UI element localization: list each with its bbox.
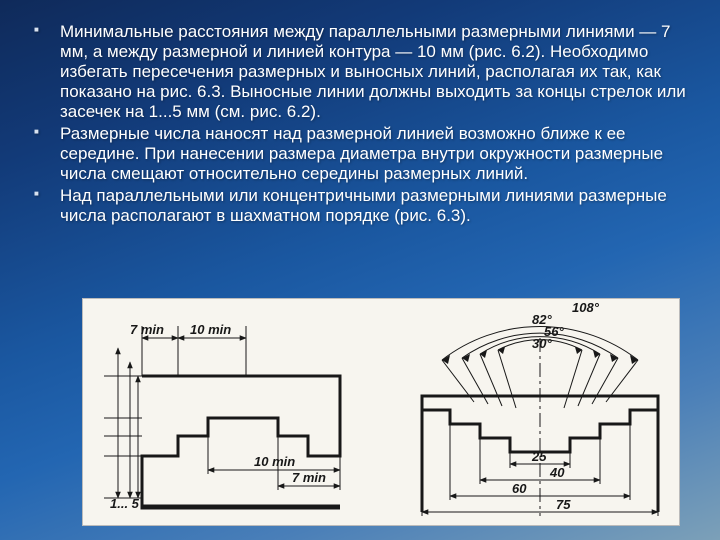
list-item: Минимальные расстояния между параллельны…: [60, 22, 690, 122]
label-7min-top: 7 min: [130, 322, 164, 337]
label-7min-side: 7 min: [292, 470, 326, 485]
technical-figure: 7 min 10 min 10 min 7 min 1... 5: [82, 298, 680, 526]
right-diagram: 108° 82° 56° 30°: [422, 300, 658, 516]
left-part-outline: [142, 376, 340, 508]
label-range: 1... 5: [110, 496, 140, 511]
slide: Минимальные расстояния между параллельны…: [0, 0, 720, 540]
angle-arcs: 108° 82° 56° 30°: [442, 300, 638, 364]
dim-label: 60: [512, 481, 527, 496]
angle-label: 30°: [532, 336, 552, 351]
dim-label: 25: [531, 449, 547, 464]
list-item: Размерные числа наносят над размерной ли…: [60, 124, 690, 184]
list-item: Над параллельными или концентричными раз…: [60, 186, 690, 226]
label-10min-side: 10 min: [254, 454, 295, 469]
bullet-list: Минимальные расстояния между параллельны…: [30, 22, 690, 226]
dim-label: 40: [549, 465, 565, 480]
dim-label: 75: [556, 497, 571, 512]
figure-svg: 7 min 10 min 10 min 7 min 1... 5: [82, 298, 680, 526]
label-10min-top: 10 min: [190, 322, 231, 337]
angle-label: 108°: [572, 300, 600, 315]
